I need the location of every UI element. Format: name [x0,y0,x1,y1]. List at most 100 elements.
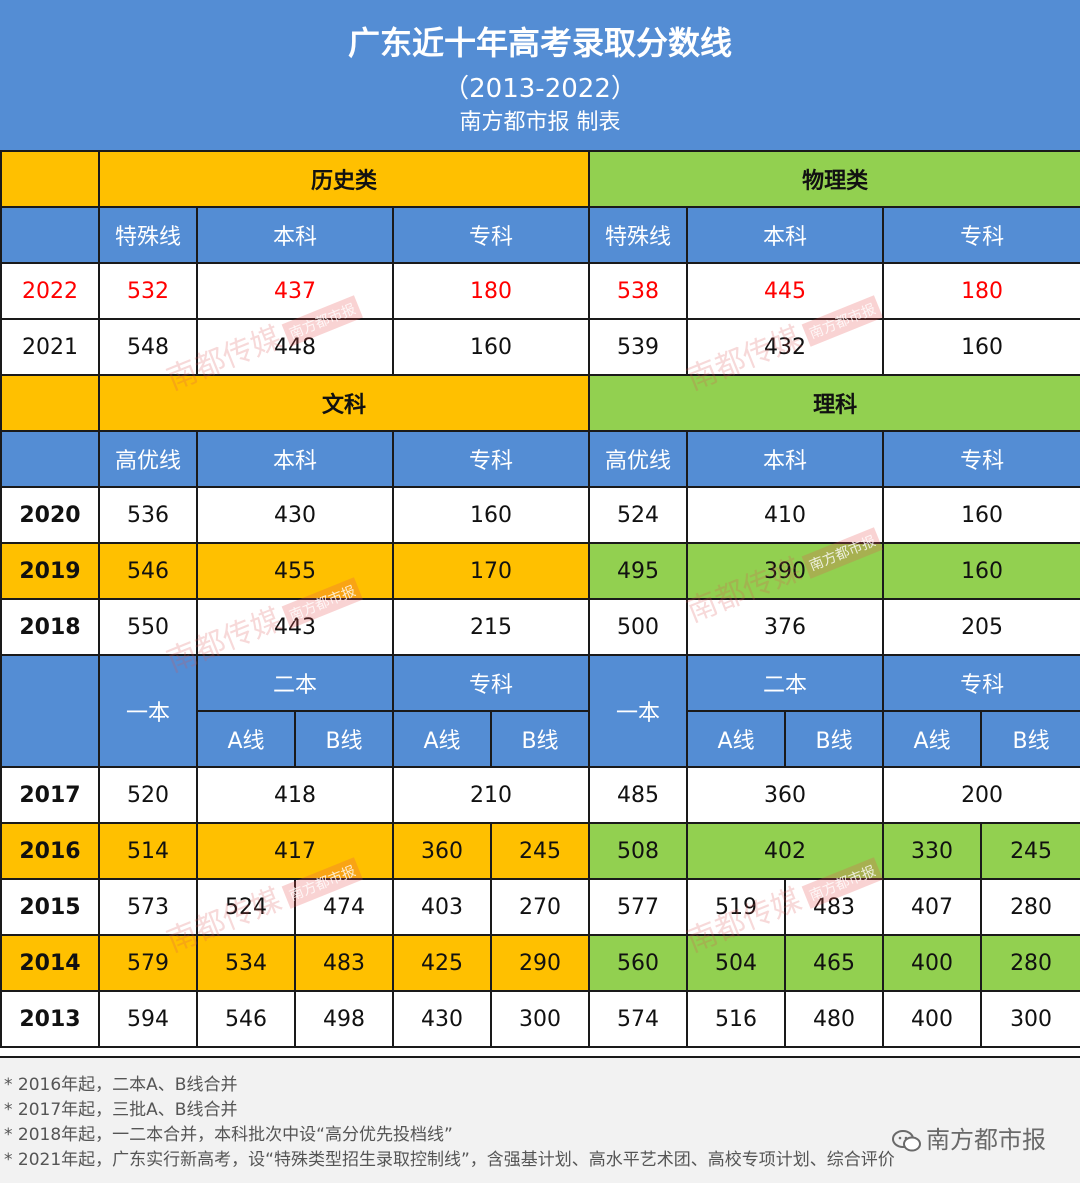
table-title: 广东近十年高考录取分数线 [347,24,732,62]
col-undergrad: 本科 [196,206,394,264]
col-undergrad: 本科 [686,430,885,488]
score-cell: 400 [882,934,983,992]
col-special-line: 特殊线 [588,206,689,264]
score-cell: 245 [489,822,591,880]
score-cell: 516 [686,990,787,1048]
score-cell: 495 [588,542,689,600]
score-cell: 483 [784,878,885,936]
year-row-2014: 2014 579 534 483 425 290 560 504 465 400… [0,934,1080,992]
score-cell: 180 [391,262,591,320]
year-cell: 2016 [0,822,100,880]
score-cell: 215 [391,598,591,656]
score-cell: 430 [196,486,394,544]
credit-line: 南方都市报 制表 [459,110,621,135]
score-cell: 245 [980,822,1080,880]
history-category: 历史类 [97,150,591,208]
score-cell: 520 [98,766,198,824]
score-cell: 483 [294,934,394,992]
year-cell: 2017 [0,766,100,824]
col-a-line: A线 [686,710,787,768]
year-cell: 2014 [0,934,100,992]
score-cell: 448 [196,318,394,376]
score-cell: 360 [392,822,492,880]
score-cell: 445 [686,262,885,320]
score-cell: 504 [686,934,787,992]
score-cell: 407 [882,878,983,936]
score-cell: 205 [882,598,1080,656]
col-high-score-line: 高优线 [98,430,198,488]
footnote: * 2017年起，三批A、B线合并 [4,1100,238,1120]
footnotes: * 2016年起，二本A、B线合并 * 2017年起，三批A、B线合并 * 20… [0,1056,1080,1183]
col-b-line: B线 [489,710,591,768]
year-row-2015: 2015 573 524 474 403 270 577 519 483 407… [0,878,1080,936]
score-cell: 170 [391,542,591,600]
score-cell: 437 [196,262,394,320]
column-header-row: 高优线 本科 专科 高优线 本科 专科 [0,430,1080,488]
col-second-tier: 二本 [196,654,394,712]
footnote: * 2018年起，一二本合并，本科批次中设“高分优先投档线” [4,1125,453,1145]
score-cell: 180 [882,262,1080,320]
score-cell: 508 [588,822,689,880]
col-second-tier: 二本 [686,654,885,712]
score-cell: 519 [686,878,787,936]
brand-name: 南方都市报 [926,1126,1046,1154]
score-cell: 548 [98,318,198,376]
score-cell: 160 [391,318,591,376]
col-first-tier: 一本 [588,654,689,768]
score-cell: 300 [980,990,1080,1048]
corner-cell [0,430,100,488]
year-row-2016: 2016 514 417 360 245 508 402 330 245 [0,822,1080,880]
score-cell: 418 [196,766,394,824]
col-junior: 专科 [882,206,1080,264]
score-cell: 160 [882,542,1080,600]
col-undergrad: 本科 [686,206,885,264]
score-cell: 574 [588,990,689,1048]
score-cell: 538 [588,262,689,320]
score-cell: 539 [588,318,689,376]
column-header-row: 特殊线 本科 专科 特殊线 本科 专科 [0,206,1080,264]
year-cell: 2015 [0,878,100,936]
score-cell: 577 [588,878,689,936]
year-cell: 2013 [0,990,100,1048]
col-junior: 专科 [391,206,591,264]
score-cell: 200 [882,766,1080,824]
corner-cell [0,150,100,208]
score-cell: 443 [196,598,394,656]
year-cell: 2022 [0,262,100,320]
score-cell: 210 [391,766,591,824]
score-cell: 400 [882,990,983,1048]
score-cell: 524 [196,878,296,936]
score-cell: 532 [98,262,198,320]
score-cell: 425 [392,934,492,992]
score-cell: 594 [98,990,198,1048]
footnote: * 2021年起，广东实行新高考，设“特殊类型招生录取控制线”，含强基计划、高水… [4,1150,895,1170]
score-cell: 432 [686,318,885,376]
col-a-line: A线 [392,710,492,768]
year-row-2020: 2020 536 430 160 524 410 160 [0,486,1080,544]
score-cell: 280 [980,934,1080,992]
col-special-line: 特殊线 [98,206,198,264]
score-cell: 376 [686,598,885,656]
score-cell: 546 [196,990,296,1048]
score-cell: 514 [98,822,198,880]
col-a-line: A线 [196,710,296,768]
col-undergrad: 本科 [196,430,394,488]
score-cell: 465 [784,934,885,992]
score-cell: 474 [294,878,394,936]
category-row-2018-2020: 文科 理科 [0,374,1080,432]
score-cell: 534 [196,934,296,992]
col-high-score-line: 高优线 [588,430,689,488]
physics-category: 物理类 [588,150,1080,208]
score-cell: 270 [489,878,591,936]
score-cell: 330 [882,822,983,880]
score-cell: 402 [686,822,885,880]
year-cell: 2018 [0,598,100,656]
title-banner: 广东近十年高考录取分数线 （2013-2022） 南方都市报 制表 [0,0,1080,150]
year-row-2018: 2018 550 443 215 500 376 205 [0,598,1080,656]
category-row-2021-2022: 历史类 物理类 [0,150,1080,208]
score-cell: 480 [784,990,885,1048]
score-cell: 160 [391,486,591,544]
score-cell: 550 [98,598,198,656]
corner-cell [0,206,100,264]
col-junior: 专科 [391,654,591,712]
